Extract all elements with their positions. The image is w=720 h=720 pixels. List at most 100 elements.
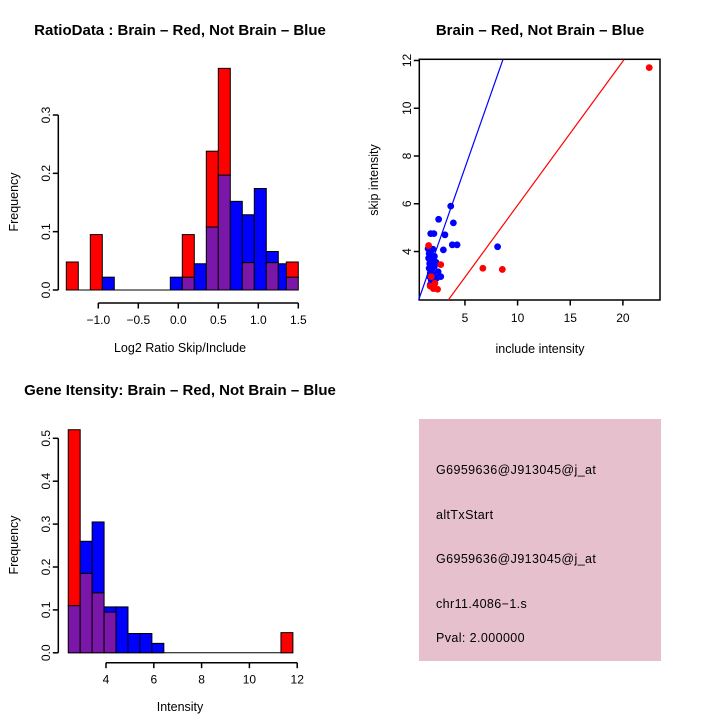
x-axis-label: Log2 Ratio Skip/Include	[114, 341, 246, 355]
scatter-point-blue	[439, 246, 447, 254]
scatter-point-blue	[435, 215, 443, 223]
y-tick-label: 12	[400, 53, 414, 67]
histogram-bar-segment-blue	[91, 521, 105, 594]
y-tick-label: 6	[400, 200, 414, 207]
chart-title: RatioData : Brain – Red, Not Brain – Blu…	[34, 22, 326, 39]
x-tick-label: 8	[198, 673, 205, 687]
histogram-bar-segment-purple	[67, 605, 81, 654]
y-axis-label: Frequency	[7, 515, 21, 575]
histogram-bar-segment-red	[89, 234, 103, 291]
probe-id-text: G6959636@J913045@j_at	[436, 463, 596, 477]
x-tick-label: −0.5	[126, 313, 150, 327]
y-tick-label: 0.2	[39, 165, 53, 182]
scatter-point-red	[437, 261, 445, 269]
histogram-bar-segment-purple	[241, 262, 255, 291]
x-tick-label: 20	[616, 311, 630, 325]
x-tick-label: 12	[291, 673, 305, 687]
histogram-bar-segment-blue	[79, 540, 93, 574]
x-tick-label: 1.5	[290, 313, 307, 327]
scatter-point-red	[479, 264, 487, 272]
gene-intensity-histogram-plot-area: 0.0 0.1 0.2 0.3 0.4 0.5 4 6 8 10 12	[39, 429, 305, 687]
scatter-point-blue	[453, 241, 461, 249]
histogram-bar-segment-blue	[139, 632, 153, 654]
ratio-histogram-plot-area: 0.0 0.1 0.2 0.3 −1.0 −0.5 0.0 0.5 1.0 1.5	[39, 67, 307, 327]
histogram-bar-segment-red	[280, 632, 294, 654]
gene-intensity-histogram-chart: Gene Itensity: Brain – Red, Not Brain – …	[7, 382, 336, 714]
scatter-point-red	[645, 64, 653, 72]
histogram-bar-segment-purple	[217, 174, 231, 291]
scatter-point-blue	[441, 231, 449, 239]
y-tick-label: 0.5	[39, 430, 53, 447]
y-axis-label: Frequency	[7, 172, 21, 232]
intensity-scatter-plot-area: 5 10 15 20 4 6 8 10 12	[400, 53, 661, 325]
histogram-bar-segment-blue	[229, 200, 243, 291]
chromosome-text: chr11.4086−1.s	[436, 597, 527, 611]
x-tick-label: 15	[564, 311, 578, 325]
gene-info-box: G6959636@J913045@j_at altTxStart G695963…	[419, 419, 661, 661]
histogram-bar-segment-purple	[285, 276, 299, 291]
y-tick-label: 0.3	[39, 106, 53, 123]
gene-info-panel: G6959636@J913045@j_at altTxStart G695963…	[360, 360, 720, 720]
x-axis-label: Intensity	[157, 700, 204, 714]
scatter-point-red	[427, 273, 435, 280]
x-tick-label: 0.0	[170, 313, 187, 327]
scatter-point-blue	[447, 202, 455, 210]
x-axis-label: include intensity	[496, 342, 586, 356]
histogram-bar-segment-blue	[103, 606, 117, 613]
y-tick-label: 4	[400, 248, 414, 255]
scatter-point-blue	[494, 243, 501, 251]
y-tick-label: 10	[400, 101, 414, 115]
x-tick-label: 5	[462, 311, 469, 325]
x-tick-label: 1.0	[250, 313, 267, 327]
x-tick-label: 10	[511, 311, 525, 325]
scatter-point-red	[425, 242, 433, 249]
y-tick-label: 0.0	[39, 644, 53, 661]
scatter-point-red	[498, 266, 506, 273]
splice-type-text: altTxStart	[436, 508, 494, 522]
y-tick-label: 0.1	[39, 223, 53, 240]
intensity-scatter-chart: Brain – Red, Not Brain – Blue skip inten…	[367, 22, 661, 356]
x-tick-label: 6	[150, 673, 157, 687]
gene-intensity-histogram-panel: Gene Itensity: Brain – Red, Not Brain – …	[0, 360, 360, 720]
scatter-point-blue	[437, 273, 445, 280]
histogram-bar-segment-blue	[253, 188, 267, 291]
x-tick-label: 10	[243, 673, 257, 687]
chart-title: Brain – Red, Not Brain – Blue	[436, 22, 644, 39]
scatter-point-blue	[449, 219, 457, 227]
histogram-bar-segment-purple	[79, 572, 93, 654]
histogram-bar-segment-purple	[103, 611, 117, 654]
y-tick-label: 0.1	[39, 601, 53, 618]
histogram-bar-segment-purple	[181, 276, 195, 291]
histogram-bar-segment-purple	[265, 262, 279, 291]
scatter-point-blue	[448, 241, 456, 249]
y-axis-label: skip intensity	[367, 143, 381, 215]
pval-text: Pval: 2.000000	[436, 631, 525, 645]
chart-title: Gene Itensity: Brain – Red, Not Brain – …	[24, 382, 336, 399]
histogram-bar-segment-blue	[193, 263, 207, 291]
histogram-bar-segment-purple	[91, 592, 105, 654]
histogram-bar-segment-blue	[169, 276, 183, 291]
histogram-bar-segment-red	[65, 261, 79, 291]
histogram-bar-segment-red	[181, 234, 195, 278]
histogram-bar-segment-red	[285, 261, 299, 278]
x-tick-label: 4	[103, 673, 110, 687]
x-tick-label: 0.5	[210, 313, 227, 327]
histogram-bar-segment-red	[217, 67, 231, 176]
scatter-point-red	[434, 285, 441, 293]
plot-box	[418, 58, 661, 301]
y-tick-label: 0.3	[39, 515, 53, 532]
intensity-scatter-panel: Brain – Red, Not Brain – Blue skip inten…	[360, 0, 720, 360]
probe-id-text-2: G6959636@J913045@j_at	[436, 552, 596, 566]
histogram-bar-segment-red	[205, 150, 219, 228]
histogram-bar-segment-blue	[241, 214, 255, 264]
ratio-histogram-panel: RatioData : Brain – Red, Not Brain – Blu…	[0, 0, 360, 360]
histogram-bar-segment-red	[67, 429, 81, 607]
histogram-bar-segment-blue	[151, 642, 165, 654]
info-box-background	[419, 419, 661, 661]
y-tick-label: 0.0	[39, 281, 53, 298]
histogram-bar-segment-blue	[115, 606, 129, 654]
histogram-bar-segment-blue	[265, 251, 279, 264]
histogram-bar-segment-blue	[101, 276, 115, 291]
scatter-point-blue	[430, 230, 438, 238]
histogram-bar-segment-purple	[205, 226, 219, 291]
